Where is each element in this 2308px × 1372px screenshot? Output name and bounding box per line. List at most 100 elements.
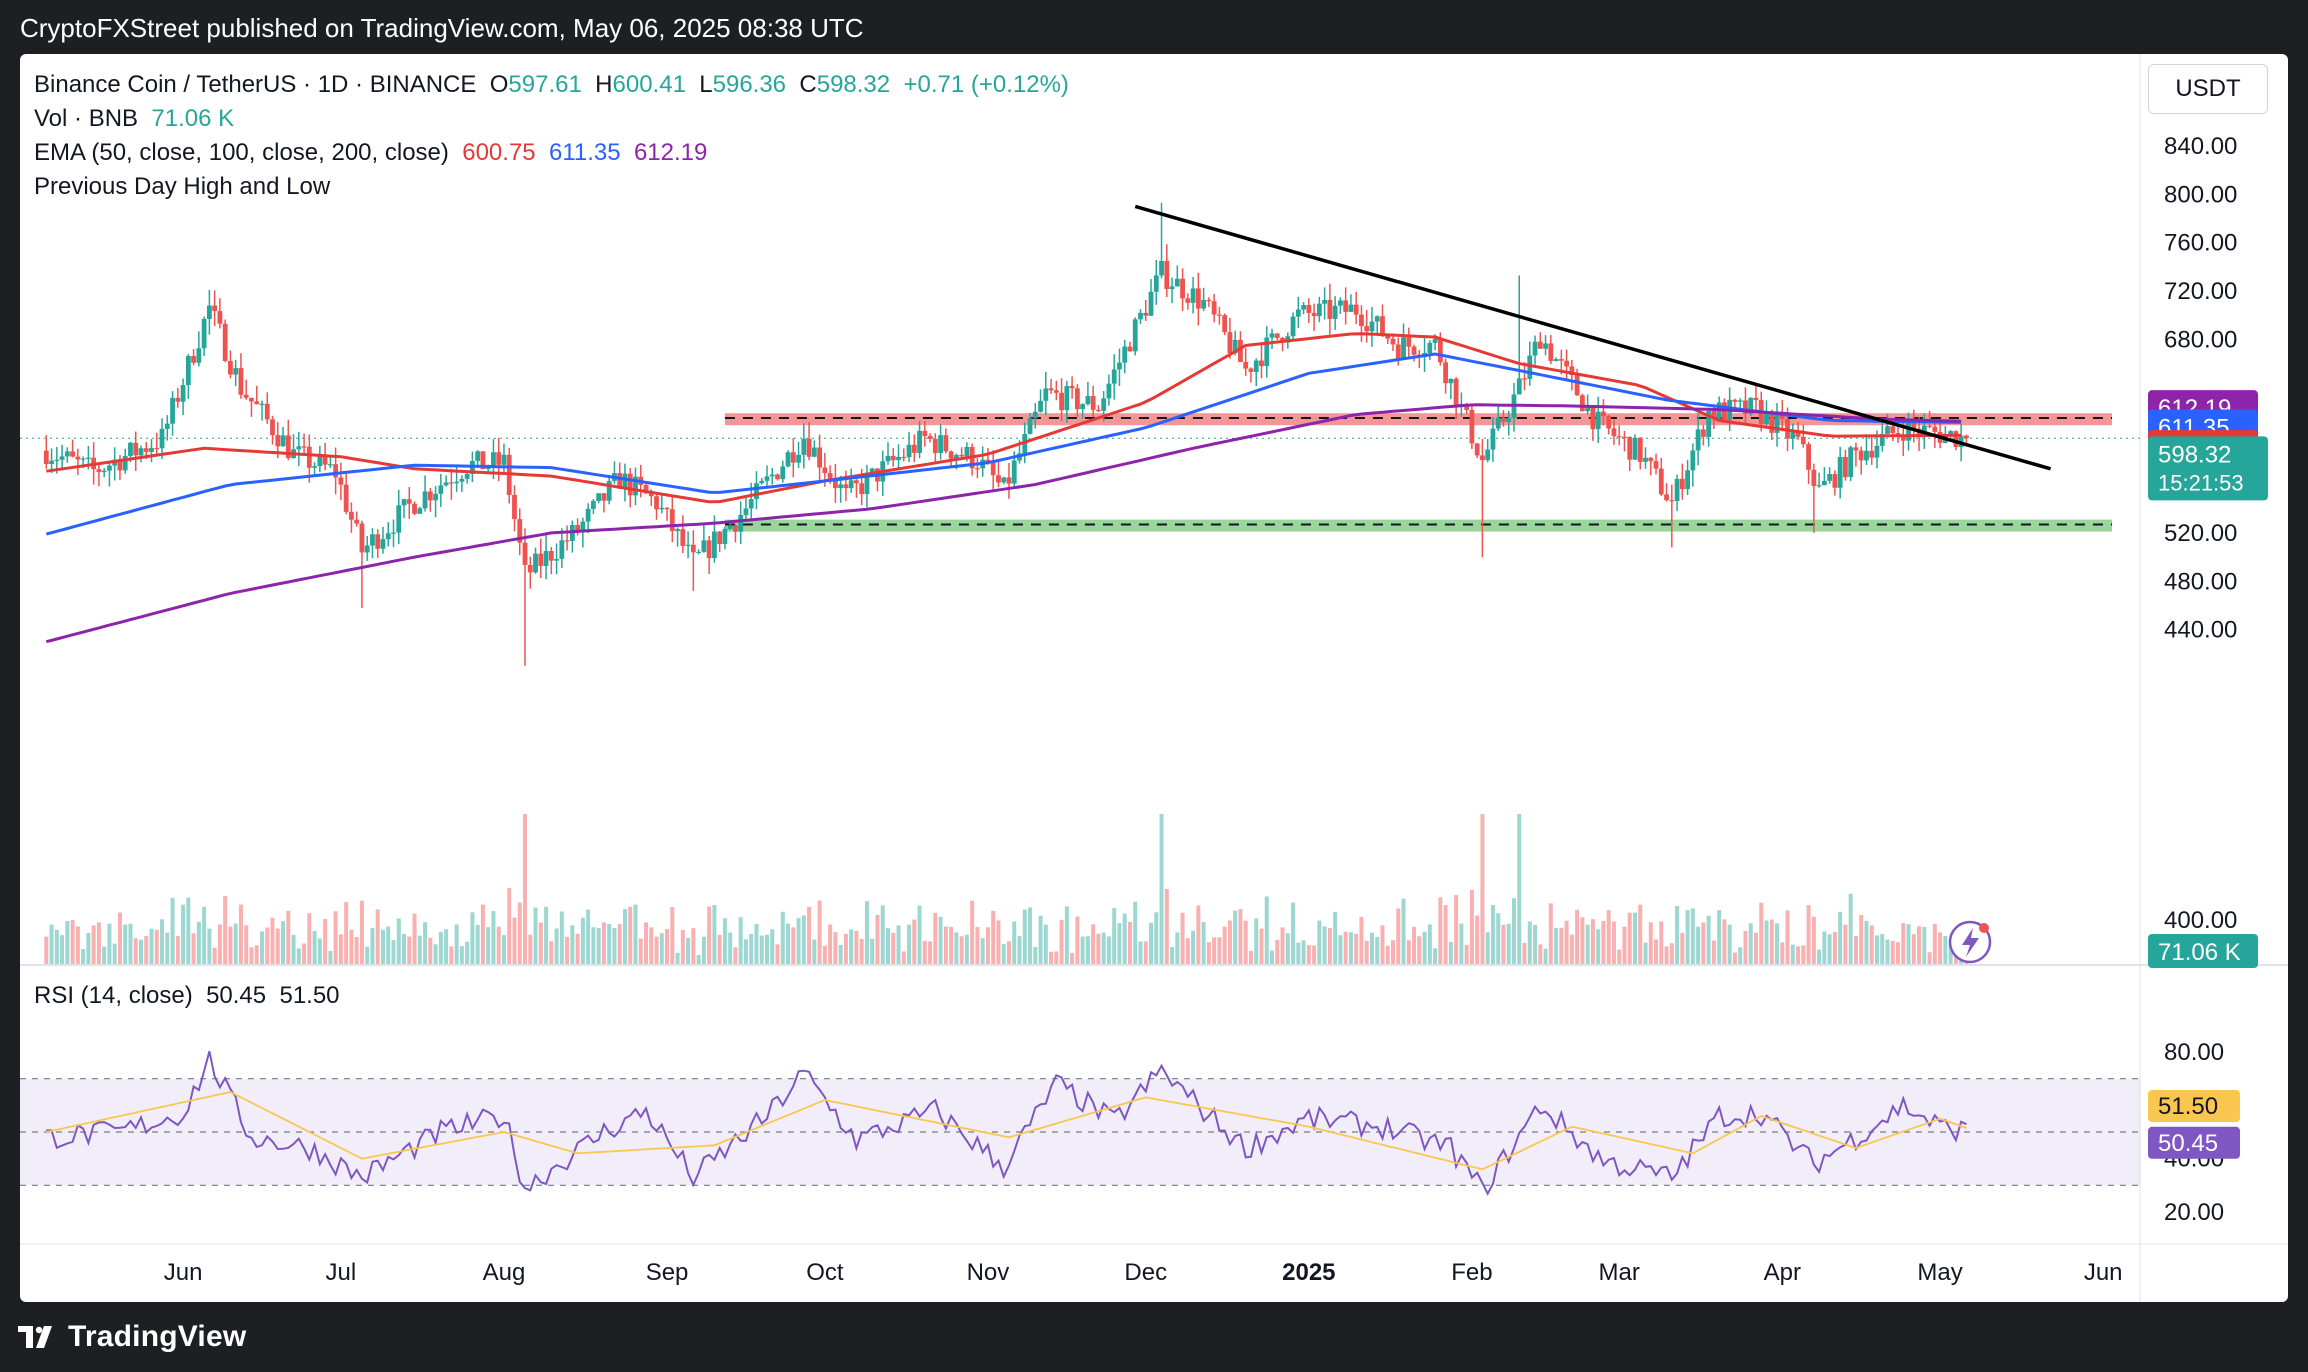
- candle-body[interactable]: [280, 435, 286, 447]
- candle-body[interactable]: [1480, 455, 1485, 461]
- candle-body[interactable]: [911, 444, 917, 453]
- candle-body[interactable]: [822, 467, 828, 474]
- candle-body[interactable]: [1096, 409, 1101, 412]
- candle-body[interactable]: [1106, 383, 1112, 399]
- candle-body[interactable]: [1574, 375, 1580, 396]
- rsi-ma-badge[interactable]: [2148, 1090, 2240, 1122]
- candle-body[interactable]: [1816, 485, 1822, 487]
- candle-body[interactable]: [306, 446, 312, 468]
- candle-body[interactable]: [422, 491, 428, 509]
- candle-body[interactable]: [1543, 343, 1548, 349]
- candle-body[interactable]: [1879, 433, 1885, 446]
- candle-body[interactable]: [1779, 414, 1785, 420]
- candle-body[interactable]: [1748, 397, 1754, 414]
- candle-body[interactable]: [480, 451, 486, 470]
- candle-body[interactable]: [1143, 312, 1149, 316]
- candle-body[interactable]: [854, 480, 859, 484]
- candle-body[interactable]: [932, 438, 938, 454]
- candle-body[interactable]: [843, 484, 849, 489]
- candle-body[interactable]: [733, 525, 738, 532]
- candle-body[interactable]: [938, 435, 943, 454]
- candle-body[interactable]: [1374, 316, 1380, 322]
- candle-body[interactable]: [1616, 436, 1622, 438]
- candle-body[interactable]: [1811, 469, 1817, 487]
- candle-body[interactable]: [1069, 386, 1075, 389]
- candle-body[interactable]: [1700, 429, 1706, 437]
- volume-badge[interactable]: [2148, 934, 2258, 968]
- rsi-ma-line[interactable]: [46, 1091, 1967, 1171]
- candle-body[interactable]: [606, 480, 612, 501]
- candle-body[interactable]: [759, 480, 765, 484]
- candle-body[interactable]: [1590, 405, 1596, 430]
- candle-body[interactable]: [391, 532, 396, 534]
- candle-body[interactable]: [401, 499, 407, 506]
- candle-body[interactable]: [1243, 361, 1249, 369]
- candle-body[interactable]: [848, 480, 854, 489]
- candle-body[interactable]: [890, 455, 896, 461]
- candle-body[interactable]: [627, 473, 633, 496]
- symbol-row[interactable]: Binance Coin / TetherUS · 1D · BINANCE O…: [34, 68, 1069, 102]
- candle-body[interactable]: [711, 531, 717, 559]
- candle-body[interactable]: [1306, 305, 1312, 313]
- pdhl-legend-row[interactable]: Previous Day High and Low: [34, 170, 1069, 204]
- candle-body[interactable]: [1674, 478, 1680, 501]
- candle-body[interactable]: [1921, 425, 1927, 436]
- candle-body[interactable]: [696, 551, 702, 554]
- candle-body[interactable]: [1364, 326, 1370, 332]
- rsi-legend[interactable]: RSI (14, close) 50.45 51.50: [34, 982, 340, 1010]
- candle-body[interactable]: [548, 550, 554, 561]
- candle-body[interactable]: [669, 509, 675, 532]
- candle-body[interactable]: [959, 454, 965, 457]
- volume-label[interactable]: Vol · BNB: [34, 105, 139, 132]
- candle-body[interactable]: [249, 397, 254, 402]
- candle-body[interactable]: [1332, 305, 1338, 319]
- candle-body[interactable]: [343, 484, 349, 512]
- candle-body[interactable]: [801, 438, 807, 455]
- candle-body[interactable]: [80, 458, 86, 460]
- candle-body[interactable]: [1201, 300, 1207, 309]
- candle-body[interactable]: [212, 305, 218, 312]
- candle-body[interactable]: [1269, 333, 1275, 338]
- candle-body[interactable]: [1711, 410, 1717, 419]
- candle-body[interactable]: [675, 529, 680, 532]
- candle-body[interactable]: [1869, 450, 1875, 458]
- candle-body[interactable]: [1395, 344, 1401, 359]
- candle-body[interactable]: [59, 456, 65, 460]
- candle-body[interactable]: [1327, 299, 1333, 319]
- candle-body[interactable]: [633, 476, 638, 496]
- candle-body[interactable]: [180, 385, 186, 402]
- candle-body[interactable]: [275, 435, 281, 447]
- candle-body[interactable]: [96, 469, 102, 473]
- candle-body[interactable]: [222, 323, 228, 361]
- candle-body[interactable]: [1064, 386, 1070, 411]
- candle-body[interactable]: [1769, 411, 1775, 433]
- candle-body[interactable]: [1837, 456, 1843, 488]
- candle-body[interactable]: [575, 525, 581, 533]
- candle-body[interactable]: [1474, 443, 1480, 456]
- candle-body[interactable]: [448, 482, 454, 484]
- candle-body[interactable]: [1585, 405, 1591, 412]
- candle-body[interactable]: [185, 356, 191, 386]
- candle-body[interactable]: [790, 452, 796, 463]
- candle-body[interactable]: [1953, 431, 1959, 448]
- candle-body[interactable]: [953, 454, 959, 459]
- symbol-title[interactable]: Binance Coin / TetherUS · 1D · BINANCE: [34, 71, 477, 98]
- ema-label[interactable]: EMA (50, close, 100, close, 200, close): [34, 139, 449, 166]
- candle-body[interactable]: [564, 540, 570, 542]
- ema200-line[interactable]: [45, 403, 1962, 644]
- candle-body[interactable]: [49, 460, 54, 464]
- candle-body[interactable]: [1217, 314, 1222, 316]
- candle-body[interactable]: [70, 451, 76, 457]
- ema100-line[interactable]: [45, 352, 1962, 536]
- candle-body[interactable]: [1864, 450, 1869, 461]
- candle-body[interactable]: [1506, 417, 1512, 422]
- candle-body[interactable]: [543, 550, 549, 566]
- candle-body[interactable]: [1595, 411, 1601, 430]
- candle-body[interactable]: [375, 534, 381, 549]
- candle-body[interactable]: [1427, 342, 1433, 353]
- candle-body[interactable]: [122, 455, 128, 471]
- candle-body[interactable]: [327, 464, 333, 466]
- candle-body[interactable]: [359, 523, 365, 553]
- candle-body[interactable]: [1337, 300, 1343, 306]
- candle-body[interactable]: [1658, 468, 1664, 495]
